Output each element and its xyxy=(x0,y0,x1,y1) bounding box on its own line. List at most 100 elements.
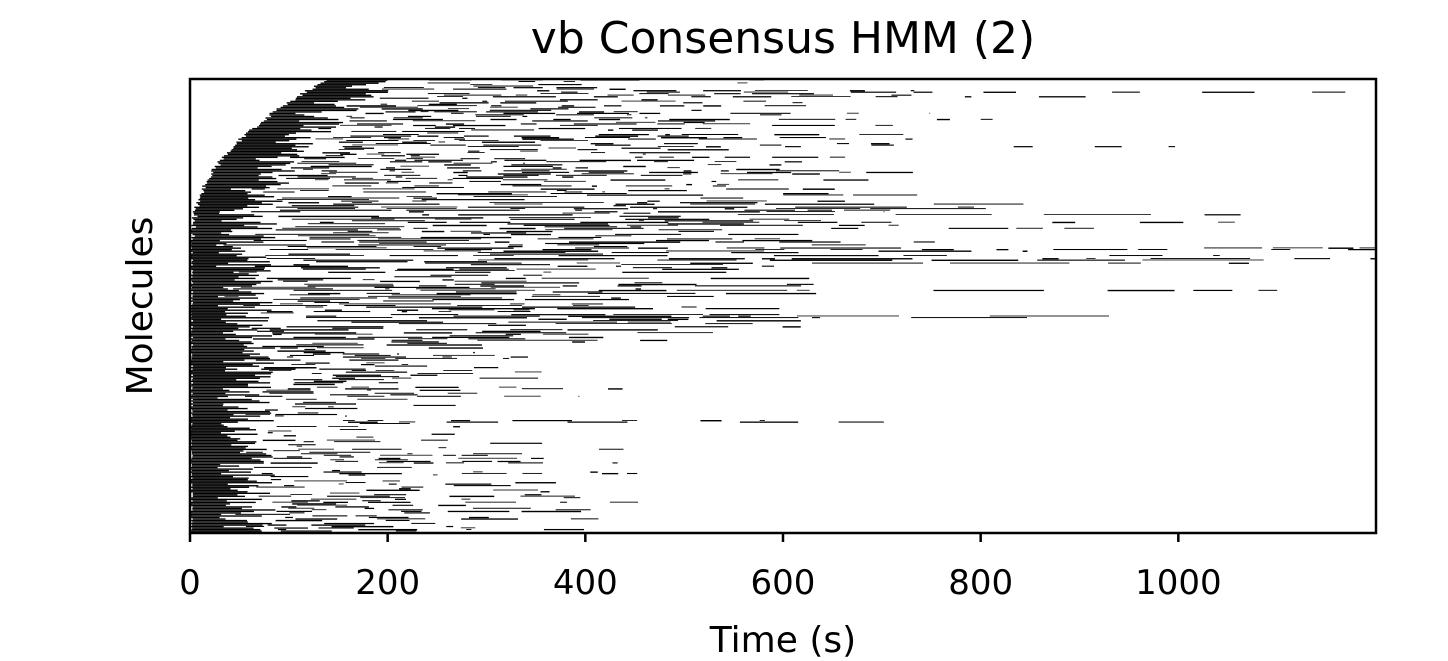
state-segment xyxy=(192,500,227,502)
state-segment xyxy=(191,261,270,263)
state-segment xyxy=(205,183,281,186)
state-segment xyxy=(190,373,272,375)
state-segment xyxy=(488,324,526,326)
state-segment xyxy=(491,105,502,107)
state-segment xyxy=(598,289,667,292)
state-segment xyxy=(513,135,551,137)
state-segment xyxy=(211,168,282,171)
state-segment xyxy=(784,220,821,222)
state-segment xyxy=(381,88,435,90)
state-segment xyxy=(795,206,907,208)
state-segment xyxy=(313,311,371,313)
state-segment xyxy=(333,232,389,234)
state-segment xyxy=(720,170,729,172)
state-segment xyxy=(578,395,580,397)
state-segment xyxy=(238,138,297,140)
state-segment xyxy=(192,454,272,457)
state-segment xyxy=(388,138,410,140)
state-segment xyxy=(510,303,525,305)
state-segment xyxy=(453,88,507,90)
state-segment xyxy=(564,191,583,193)
state-segment xyxy=(1052,221,1076,224)
state-segment xyxy=(192,294,256,296)
state-segment xyxy=(319,368,366,370)
state-segment xyxy=(359,106,419,108)
state-segment xyxy=(428,103,457,106)
state-segment xyxy=(309,451,371,453)
state-segment xyxy=(424,261,488,263)
state-segment xyxy=(190,241,264,243)
state-segment xyxy=(192,527,254,529)
state-segment xyxy=(306,247,387,249)
state-segment xyxy=(831,227,859,229)
state-segment xyxy=(538,84,582,86)
state-segment xyxy=(401,486,424,488)
state-segment xyxy=(1328,247,1354,249)
state-segment xyxy=(203,189,246,192)
state-segment xyxy=(475,114,524,116)
state-segment xyxy=(913,241,935,243)
state-segment xyxy=(617,285,642,287)
state-segment xyxy=(380,168,412,170)
state-segment xyxy=(509,244,523,246)
state-segment xyxy=(473,85,534,87)
state-segment xyxy=(480,285,525,287)
state-segment xyxy=(667,295,714,297)
state-segment xyxy=(658,229,723,231)
state-segment xyxy=(266,277,351,280)
state-segment xyxy=(191,268,265,271)
state-segment xyxy=(385,111,416,113)
state-segment xyxy=(263,191,295,193)
state-segment xyxy=(843,209,891,211)
state-segment xyxy=(303,401,336,403)
state-segment xyxy=(190,267,265,269)
state-segment xyxy=(309,236,402,238)
state-segment xyxy=(715,241,745,243)
state-segment xyxy=(297,412,319,414)
state-segment xyxy=(321,170,337,172)
state-segment xyxy=(192,298,240,301)
state-segment xyxy=(378,457,401,460)
state-segment xyxy=(345,482,366,484)
state-segment xyxy=(720,224,803,226)
state-segment xyxy=(194,206,260,208)
state-segment xyxy=(726,247,765,249)
state-segment xyxy=(664,188,670,190)
state-segment xyxy=(375,143,431,145)
state-segment xyxy=(632,129,658,131)
state-segment xyxy=(276,426,317,427)
state-segment xyxy=(657,259,737,261)
state-segment xyxy=(783,194,844,196)
state-segment xyxy=(626,114,632,116)
state-segment xyxy=(190,289,239,292)
state-segment xyxy=(247,130,332,133)
state-segment xyxy=(639,112,661,115)
state-segment xyxy=(191,324,263,327)
state-segment xyxy=(598,448,624,450)
state-segment xyxy=(406,158,423,160)
state-segment xyxy=(759,144,782,146)
state-segment xyxy=(332,377,356,379)
state-segment xyxy=(190,380,259,383)
state-segment xyxy=(377,229,401,231)
state-segment xyxy=(193,218,237,221)
state-segment xyxy=(192,354,250,357)
state-segment xyxy=(749,218,790,220)
state-segment xyxy=(595,144,631,146)
state-segment xyxy=(531,457,544,459)
state-segment xyxy=(711,267,728,269)
state-segment xyxy=(503,357,510,359)
state-segment xyxy=(420,236,512,239)
state-segment xyxy=(387,180,411,183)
state-segment xyxy=(191,486,250,488)
state-segment xyxy=(192,401,270,404)
state-segment xyxy=(236,141,276,143)
state-segment xyxy=(191,227,273,230)
state-segment xyxy=(427,132,459,134)
state-segment xyxy=(190,308,228,310)
state-segment xyxy=(587,292,696,294)
state-segment xyxy=(191,345,248,348)
state-segment xyxy=(368,501,411,503)
state-segment xyxy=(601,472,619,475)
state-segment xyxy=(276,199,369,200)
